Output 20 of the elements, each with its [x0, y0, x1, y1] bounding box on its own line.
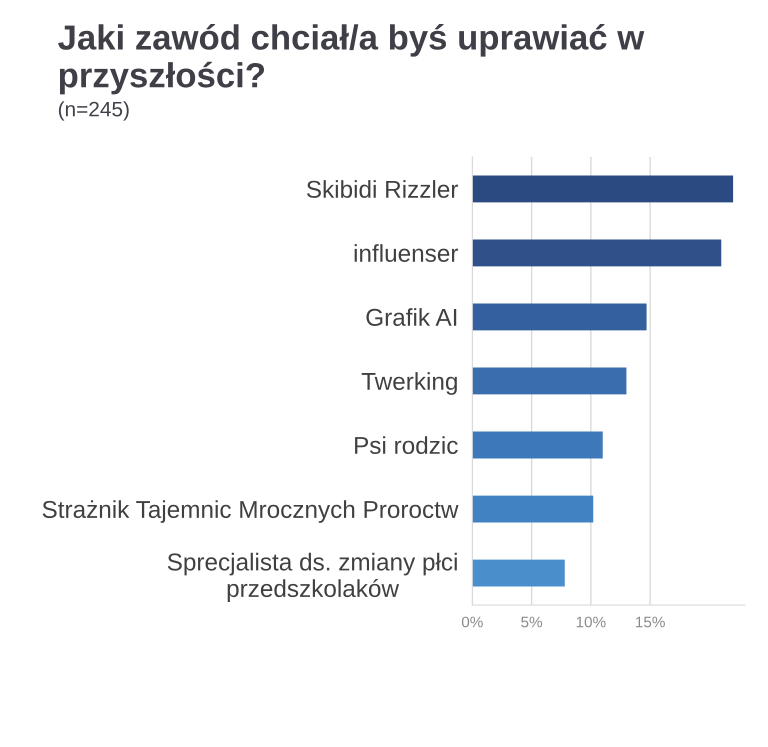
y-tick-label: Twerking	[362, 372, 457, 395]
y-tick-label: Skibidi Rizzler	[306, 180, 458, 198]
bar	[472, 560, 565, 586]
x-tick-label: 10%	[576, 616, 606, 628]
text: (n=245)	[58, 101, 129, 121]
bar	[472, 239, 722, 266]
bar	[472, 175, 734, 202]
bar	[472, 496, 594, 522]
chart-title: Jaki zawód chciał/a byś uprawiać w przyszłości?	[58, 24, 644, 94]
x-tick-label: 0%	[462, 616, 483, 628]
bar	[472, 368, 626, 394]
bar	[472, 303, 647, 330]
bar	[472, 432, 603, 458]
x-tick-label: 15%	[636, 616, 665, 628]
y-tick-label: Strażnik Tajemnic Mrocznych Proroctw	[42, 500, 459, 523]
y-tick-label: Sprecjalista ds. zmiany płci przedszkolaków	[168, 552, 457, 602]
y-tick-label: Psi rodzic	[355, 436, 458, 454]
y-tick-label: influenser	[354, 244, 458, 262]
y-tick-label: Grafik AI	[366, 308, 456, 326]
x-tick-label: 5%	[521, 616, 542, 628]
